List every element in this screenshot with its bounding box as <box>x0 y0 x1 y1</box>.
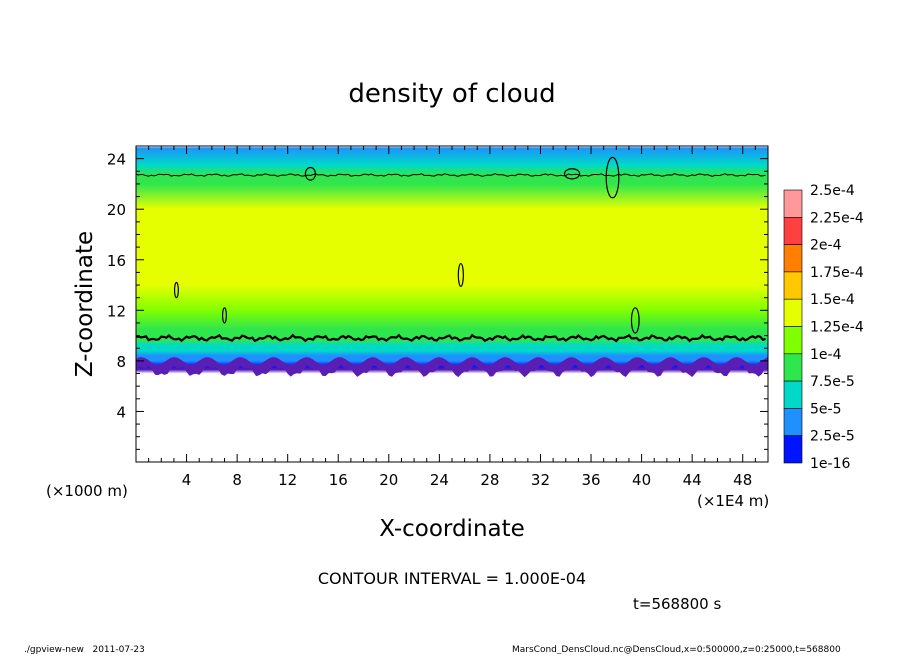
contour-blob <box>304 166 317 181</box>
contour-line-lower <box>135 333 766 343</box>
colorbar-label: 1.5e-4 <box>810 292 855 308</box>
colorbar-swatch <box>783 408 803 436</box>
y-tick-label: 8 <box>116 353 126 371</box>
colorbar-swatch <box>783 217 803 245</box>
footer-left: ./gpview-new 2011-07-23 <box>24 645 145 654</box>
contour-blob <box>173 281 179 299</box>
x-tick-label: 32 <box>531 471 550 489</box>
y-tick-label: 20 <box>107 201 126 219</box>
y-unit-label: (×1000 m) <box>46 482 128 500</box>
x-tick-label: 24 <box>430 471 449 489</box>
x-unit-label: (×1E4 m) <box>697 492 769 510</box>
time-label: t=568800 s <box>633 595 721 613</box>
colorbar-swatch <box>783 189 803 218</box>
x-tick-label: 12 <box>278 471 297 489</box>
colorbar-label: 2.25e-4 <box>810 210 864 226</box>
colorbar-swatch <box>783 271 803 300</box>
y-tick-label: 24 <box>107 151 126 169</box>
x-tick-label: 28 <box>480 471 499 489</box>
colorbar-swatch <box>783 435 803 464</box>
y-tick-label: 4 <box>116 403 126 421</box>
colorbar-swatch <box>783 326 803 355</box>
colorbar-label: 2e-4 <box>810 238 842 254</box>
x-tick-label: 4 <box>182 471 192 489</box>
colorbar-label: 1e-4 <box>810 347 842 363</box>
contour-line-upper <box>135 173 766 178</box>
y-tick-label: 12 <box>107 302 126 320</box>
contour-blobs <box>173 156 640 334</box>
colorbar: 2.5e-4 2.25e-4 2e-4 1.75e-4 1.5e-4 1.25e-4 1e-… <box>783 183 864 472</box>
y-tick-label: 16 <box>107 252 126 270</box>
x-tick-label: 20 <box>379 471 398 489</box>
colorbar-label: 5e-5 <box>810 401 841 417</box>
colorbar-label: 1.75e-4 <box>810 265 864 281</box>
plot-area <box>135 145 769 463</box>
colorbar-swatch <box>783 380 803 409</box>
footer-right: MarsCond_DensCloud.nc@DensCloud,x=0:5000… <box>512 645 841 654</box>
colorbar-label: 2.5e-5 <box>810 429 855 445</box>
colorbar-label: 1.25e-4 <box>810 320 864 336</box>
colorbar-swatch <box>783 298 803 327</box>
colorbar-swatch <box>783 353 803 382</box>
y-axis: 4 8 12 16 20 24 <box>107 145 768 463</box>
colorbar-label: 2.5e-4 <box>810 183 855 199</box>
colorbar-label: 1e-16 <box>810 456 850 472</box>
contour-blob <box>630 307 640 334</box>
chart-title: density of cloud <box>348 79 555 109</box>
contour-blob <box>457 262 464 287</box>
x-tick-label: 44 <box>683 471 702 489</box>
x-axis: 4 8 12 16 20 24 28 32 36 40 44 48 <box>135 146 769 489</box>
contour-interval-text: CONTOUR INTERVAL = 1.000E-04 <box>318 569 586 588</box>
x-tick-label: 48 <box>733 471 752 489</box>
contour-blob <box>563 168 581 180</box>
contour-blob <box>605 156 620 199</box>
x-axis-label: X-coordinate <box>379 516 525 542</box>
colorbar-label: 7.5e-5 <box>810 374 855 390</box>
x-tick-label: 36 <box>581 471 600 489</box>
contour-blob <box>221 307 227 324</box>
x-tick-label: 40 <box>632 471 651 489</box>
x-tick-label: 8 <box>232 471 242 489</box>
x-tick-label: 16 <box>329 471 348 489</box>
colorbar-swatch <box>783 244 803 273</box>
y-axis-label: Z-coordinate <box>72 231 98 377</box>
lower-cloud-edge <box>136 357 768 378</box>
